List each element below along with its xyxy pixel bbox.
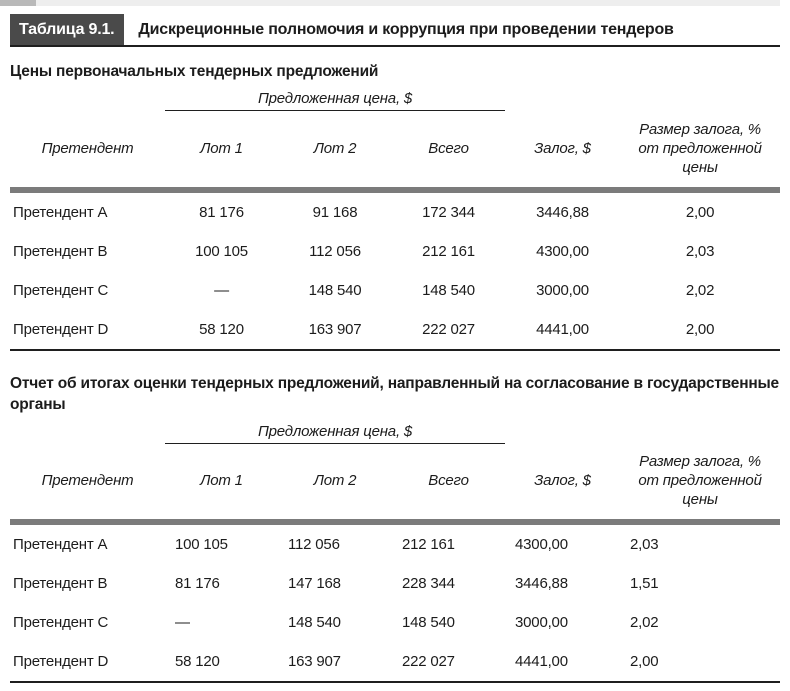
table-row: Претендент D 58 120 163 907 222 027 4441… bbox=[10, 309, 781, 351]
cell-deposit: 3000,00 bbox=[536, 281, 589, 299]
cell-deposit-pct: 1,51 bbox=[630, 575, 659, 592]
table-title: Дискреционные полномочия и коррупция при… bbox=[138, 21, 674, 38]
empty-cell bbox=[620, 419, 780, 444]
cell-lot1: — bbox=[214, 281, 229, 299]
empty-cell bbox=[505, 419, 620, 444]
col-header-lot2: Лот 2 bbox=[313, 139, 357, 157]
cell-total: 172 344 bbox=[392, 186, 506, 232]
table1-body: Претендент A 81 176 91 168 172 344 3446,… bbox=[10, 186, 781, 351]
cell-lot2: 163 907 bbox=[278, 309, 392, 351]
col-header-lot2: Лот 2 bbox=[313, 472, 357, 490]
cell-deposit-pct: 2,02 bbox=[630, 614, 659, 631]
col-header-total: Всего bbox=[428, 139, 469, 157]
col-header-bidder: Претендент bbox=[41, 139, 134, 157]
cell-total: 212 161 bbox=[392, 519, 506, 564]
col-header-deposit-pct-line2: от предложенной цены bbox=[638, 472, 762, 508]
table2-body: Претендент A 100 105 112 056 212 161 430… bbox=[10, 519, 781, 683]
cell-total: 148 540 bbox=[402, 614, 455, 631]
scan-artifact-dark bbox=[0, 0, 36, 6]
col-header-deposit: Залог, $ bbox=[534, 472, 591, 489]
col-header-bidder: Претендент bbox=[41, 472, 134, 489]
document-page: Таблица 9.1. Дискреционные полномочия и … bbox=[10, 14, 781, 691]
cell-bidder: Претендент B bbox=[13, 575, 108, 592]
col-header-deposit-pct-line1: Размер залога, % bbox=[639, 120, 761, 138]
table-row: Претендент B 81 176 147 168 228 344 3446… bbox=[10, 564, 780, 603]
group-header-row: Предложенная цена, $ bbox=[10, 86, 780, 111]
cell-lot2: 148 540 bbox=[288, 614, 341, 631]
table1-head: Предложенная цена, $ Претендент Лот 1 Ло… bbox=[10, 86, 780, 190]
cell-lot2: 163 907 bbox=[278, 642, 392, 683]
cell-deposit-pct: 2,03 bbox=[685, 242, 715, 260]
cell-bidder: Претендент A bbox=[10, 519, 165, 564]
cell-lot1: 81 176 bbox=[175, 575, 220, 592]
cell-deposit: 4300,00 bbox=[505, 519, 621, 564]
empty-cell bbox=[10, 419, 165, 444]
cell-total: 228 344 bbox=[402, 575, 455, 592]
cell-lot2: 148 540 bbox=[308, 281, 362, 299]
table-row: Претендент C — 148 540 148 540 3000,00 2… bbox=[10, 603, 780, 642]
col-header-deposit-pct: Размер залога, % от предложенной цены bbox=[620, 111, 780, 190]
table-number-badge: Таблица 9.1. bbox=[10, 14, 125, 45]
cell-deposit: 3446,88 bbox=[515, 575, 568, 592]
group-header-proposed-price: Предложенная цена, $ bbox=[165, 418, 506, 444]
cell-deposit-pct: 2,03 bbox=[620, 519, 781, 564]
empty-cell bbox=[505, 86, 620, 111]
table2-head: Предложенная цена, $ Претендент Лот 1 Ло… bbox=[10, 418, 780, 523]
cell-bidder: Претендент B bbox=[13, 242, 108, 260]
section2-caption: Отчет об итогах оценки тендерных предлож… bbox=[10, 374, 779, 413]
table-row: Претендент C — 148 540 148 540 3000,00 2… bbox=[10, 271, 780, 310]
table-row: Претендент D 58 120 163 907 222 027 4441… bbox=[10, 642, 781, 683]
cell-lot1: — bbox=[175, 614, 190, 631]
scan-artifact bbox=[0, 0, 780, 6]
table-row: Претендент A 81 176 91 168 172 344 3446,… bbox=[10, 186, 781, 232]
col-header-deposit-pct-line1: Размер залога, % bbox=[639, 453, 761, 470]
cell-deposit: 3446,88 bbox=[505, 186, 621, 232]
table-evaluation-report: Предложенная цена, $ Претендент Лот 1 Ло… bbox=[10, 418, 781, 683]
col-header-lot1: Лот 1 bbox=[200, 139, 243, 157]
table-title-bar: Таблица 9.1. Дискреционные полномочия и … bbox=[10, 14, 780, 47]
cell-deposit: 4441,00 bbox=[505, 642, 621, 683]
cell-lot1: 100 105 bbox=[195, 242, 248, 260]
cell-lot1: 100 105 bbox=[165, 519, 278, 564]
column-header-row: Претендент Лот 1 Лот 2 Всего Залог, $ Ра… bbox=[10, 443, 780, 522]
cell-lot2: 112 056 bbox=[309, 242, 361, 260]
cell-lot1: 81 176 bbox=[165, 186, 278, 232]
cell-bidder: Претендент C bbox=[13, 281, 109, 299]
cell-deposit-pct: 2,00 bbox=[620, 309, 781, 351]
group-header-row: Предложенная цена, $ bbox=[10, 418, 780, 444]
cell-total: 222 027 bbox=[392, 309, 506, 351]
cell-total: 148 540 bbox=[422, 281, 475, 299]
empty-cell bbox=[620, 86, 780, 111]
col-header-deposit-pct: Размер залога, % от предложенной цены bbox=[620, 443, 780, 522]
table-row: Претендент B 100 105 112 056 212 161 430… bbox=[10, 232, 780, 271]
cell-lot2: 112 056 bbox=[278, 519, 392, 564]
cell-bidder: Претендент D bbox=[10, 309, 165, 351]
cell-deposit-pct: 2,02 bbox=[685, 281, 715, 299]
cell-lot1: 58 120 bbox=[165, 309, 278, 351]
table-row: Претендент A 100 105 112 056 212 161 430… bbox=[10, 519, 781, 564]
group-header-proposed-price: Предложенная цена, $ bbox=[165, 86, 506, 111]
col-header-deposit: Залог, $ bbox=[534, 139, 591, 157]
table-initial-bids: Предложенная цена, $ Претендент Лот 1 Ло… bbox=[10, 86, 781, 351]
cell-bidder: Претендент D bbox=[10, 642, 165, 683]
cell-bidder: Претендент C bbox=[13, 614, 109, 631]
cell-deposit-pct: 2,00 bbox=[620, 186, 781, 232]
column-header-row: Претендент Лот 1 Лот 2 Всего Залог, $ Ра… bbox=[10, 111, 780, 190]
col-header-total: Всего bbox=[428, 472, 469, 490]
col-header-lot1: Лот 1 bbox=[200, 472, 243, 490]
cell-deposit-pct: 2,00 bbox=[620, 642, 781, 683]
section1-caption: Цены первоначальных тендерных предложени… bbox=[10, 63, 379, 80]
cell-deposit: 4300,00 bbox=[536, 242, 589, 260]
cell-deposit: 4441,00 bbox=[505, 309, 621, 351]
cell-bidder: Претендент A bbox=[10, 186, 165, 232]
cell-lot2: 147 168 bbox=[288, 575, 341, 592]
cell-total: 222 027 bbox=[392, 642, 506, 683]
empty-cell bbox=[10, 86, 165, 111]
cell-deposit: 3000,00 bbox=[515, 614, 568, 631]
cell-total: 212 161 bbox=[422, 242, 475, 260]
cell-lot1: 58 120 bbox=[165, 642, 278, 683]
cell-lot2: 91 168 bbox=[278, 186, 392, 232]
col-header-deposit-pct-line2: от предложенной цены bbox=[638, 139, 762, 176]
